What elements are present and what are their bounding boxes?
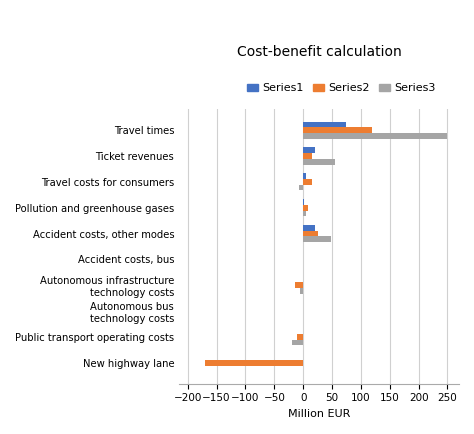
Bar [303,231,318,237]
Bar [205,360,303,365]
Bar [303,210,306,216]
Bar [297,334,303,340]
Bar [299,185,303,191]
Bar [303,237,331,242]
Bar [303,159,335,164]
Bar [303,205,308,210]
Bar [303,225,315,231]
Title: Cost-benefit calculation: Cost-benefit calculation [237,46,401,59]
Bar [292,340,303,345]
Bar [303,153,312,159]
Bar [303,179,312,185]
Bar [303,122,346,127]
Bar [303,133,447,139]
Legend: Series1, Series2, Series3: Series1, Series2, Series3 [243,79,440,98]
Bar [303,199,304,205]
Bar [303,148,315,153]
Bar [303,127,373,133]
Bar [294,283,303,288]
Bar [301,288,303,294]
Bar [303,173,306,179]
X-axis label: Million EUR: Million EUR [288,409,350,419]
